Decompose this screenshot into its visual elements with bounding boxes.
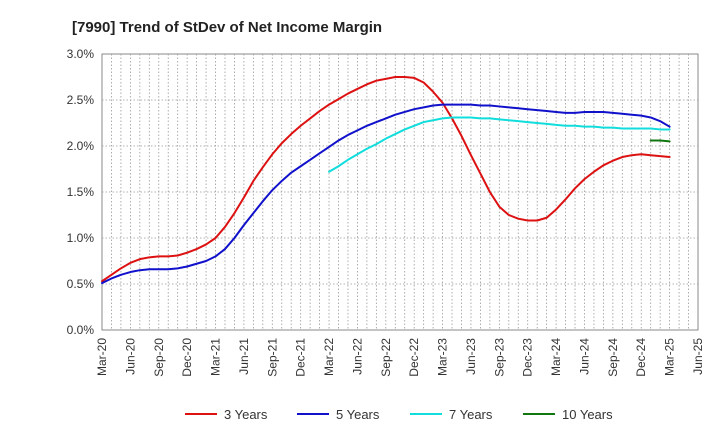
x-tick-label: Dec-23 — [521, 338, 535, 377]
x-tick-label: Dec-22 — [407, 338, 421, 377]
x-tick-label: Sep-22 — [379, 338, 393, 377]
y-tick-label: 1.0% — [67, 231, 95, 245]
x-tick-label: Sep-20 — [152, 338, 166, 377]
x-tick-label: Mar-23 — [436, 338, 450, 376]
x-tick-label: Jun-21 — [237, 338, 251, 375]
x-tick-label: Sep-23 — [492, 338, 506, 377]
legend: 3 Years 5 Years 7 Years 10 Years — [185, 407, 613, 422]
x-tick-label: Sep-24 — [606, 338, 620, 377]
x-tick-label: Mar-20 — [95, 338, 109, 376]
x-axis-ticks: Mar-20 Jun-20 Sep-20 Dec-20 Mar-21 Jun-21 Sep-… — [95, 338, 705, 377]
x-tick-label: Dec-21 — [294, 338, 308, 377]
x-tick-label: Mar-25 — [663, 338, 677, 376]
x-tick-label: Sep-21 — [265, 338, 279, 377]
y-tick-label: 2.5% — [67, 93, 95, 107]
y-tick-label: 2.0% — [67, 139, 95, 153]
x-tick-label: Mar-22 — [322, 338, 336, 376]
grid — [102, 54, 698, 330]
legend-label: 5 Years — [336, 407, 380, 422]
x-tick-label: Jun-23 — [464, 338, 478, 375]
y-tick-label: 3.0% — [67, 47, 95, 61]
series-lines — [101, 76, 671, 285]
series-line-3 — [328, 116, 671, 173]
chart-title: [7990] Trend of StDev of Net Income Marg… — [72, 19, 382, 36]
x-tick-label: Jun-25 — [691, 338, 705, 375]
y-axis-ticks: 0.0% 0.5% 1.0% 1.5% 2.0% 2.5% 3.0% — [67, 47, 95, 337]
x-tick-label: Mar-24 — [549, 338, 563, 376]
series-line-1 — [101, 76, 671, 283]
x-tick-label: Mar-21 — [209, 338, 223, 376]
legend-label: 3 Years — [224, 407, 268, 422]
x-tick-label: Dec-24 — [634, 338, 648, 377]
y-tick-label: 0.5% — [67, 277, 95, 291]
x-tick-label: Jun-22 — [350, 338, 364, 375]
x-tick-label: Jun-24 — [577, 338, 591, 375]
y-tick-label: 0.0% — [67, 323, 95, 337]
x-tick-label: Jun-20 — [123, 338, 137, 375]
legend-label: 7 Years — [449, 407, 493, 422]
series-line-2 — [101, 103, 671, 285]
y-tick-label: 1.5% — [67, 185, 95, 199]
x-tick-label: Dec-20 — [180, 338, 194, 377]
legend-label: 10 Years — [562, 407, 613, 422]
series-line-4 — [649, 139, 671, 143]
